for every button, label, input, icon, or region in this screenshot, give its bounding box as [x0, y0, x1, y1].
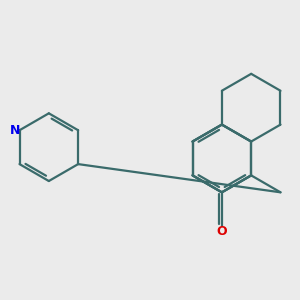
Text: N: N	[10, 124, 20, 137]
Text: O: O	[217, 225, 227, 238]
